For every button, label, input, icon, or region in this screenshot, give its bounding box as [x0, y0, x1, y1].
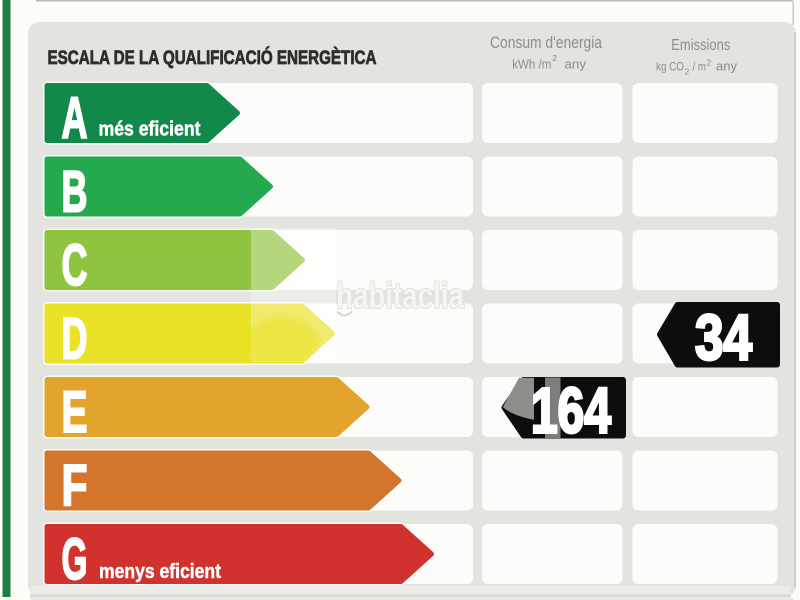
svg-text:/ m: / m — [693, 60, 707, 74]
svg-text:E: E — [62, 380, 88, 445]
svg-text:164: 164 — [531, 375, 611, 447]
svg-text:2: 2 — [685, 67, 690, 77]
svg-text:més eficient: més eficient — [99, 118, 201, 141]
svg-text:habitaclia: habitaclia — [336, 275, 465, 316]
svg-text:G: G — [62, 527, 88, 592]
svg-text:D: D — [62, 307, 88, 372]
svg-text:B: B — [62, 160, 88, 225]
svg-text:kWh /m: kWh /m — [512, 58, 551, 72]
svg-text:2: 2 — [552, 53, 557, 63]
svg-text:menys eficient: menys eficient — [99, 560, 221, 583]
svg-text:2: 2 — [707, 58, 712, 68]
svg-text:Consum d'energia: Consum d'energia — [490, 33, 602, 52]
svg-text:any: any — [565, 58, 587, 72]
svg-text:34: 34 — [695, 302, 752, 374]
svg-text:F: F — [62, 454, 88, 519]
svg-text:C: C — [62, 233, 88, 298]
svg-text:any: any — [716, 59, 737, 74]
svg-text:A: A — [62, 86, 88, 151]
svg-text:ESCALA DE LA QUALIFICACIÓ ENER: ESCALA DE LA QUALIFICACIÓ ENERGÈTICA — [48, 45, 377, 69]
svg-text:Emissions: Emissions — [671, 37, 730, 54]
svg-text:kg CO: kg CO — [656, 60, 684, 74]
